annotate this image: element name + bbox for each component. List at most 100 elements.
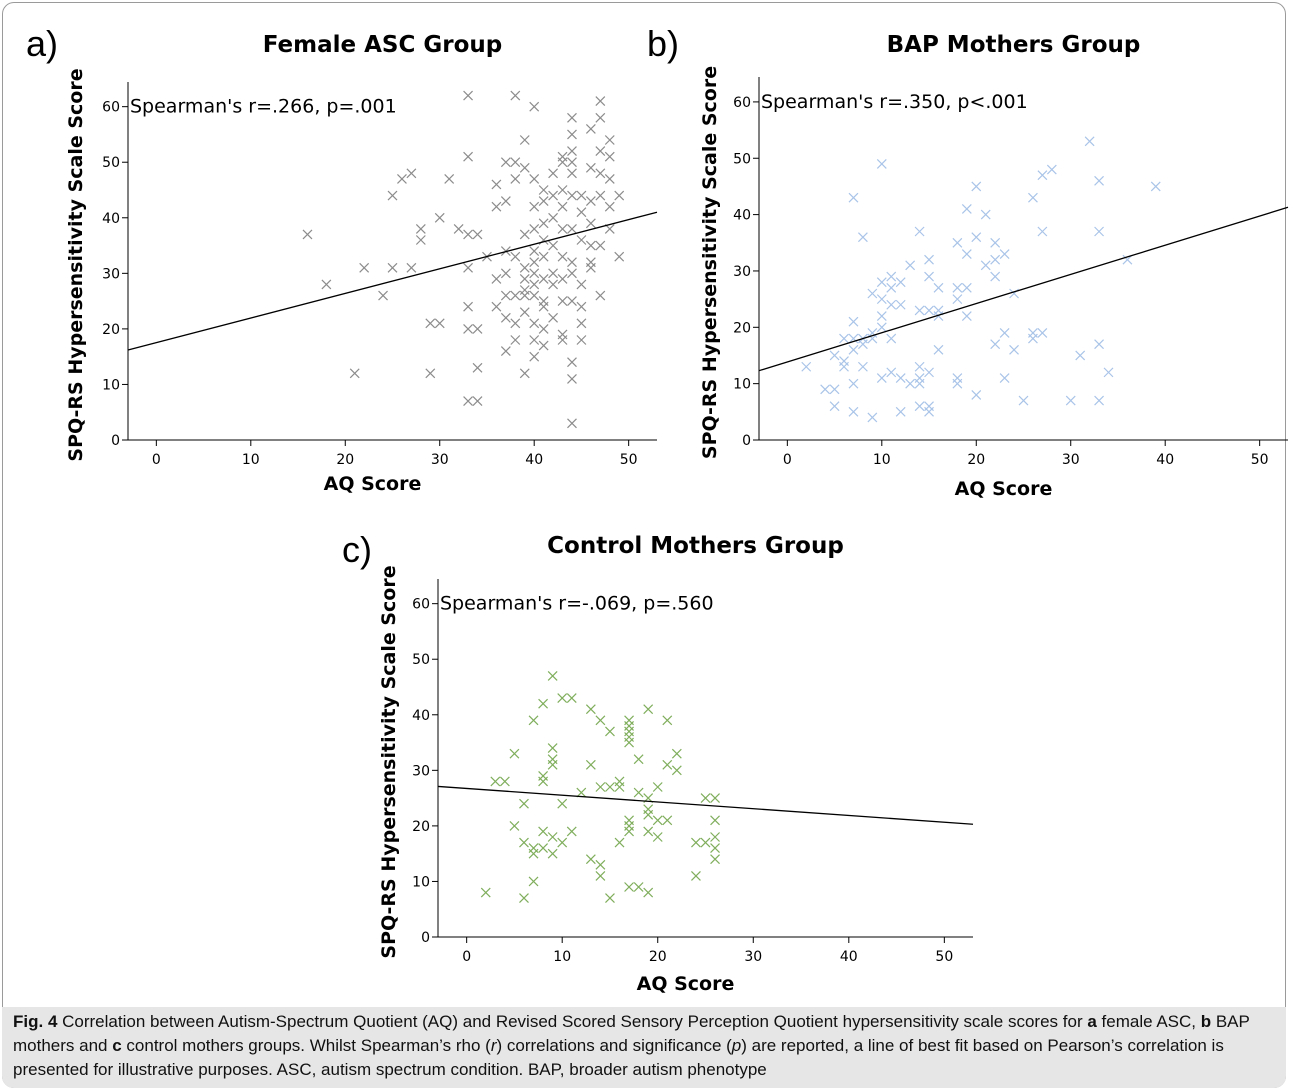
data-point: [652, 832, 663, 842]
data-point: [538, 196, 549, 207]
data-point: [548, 240, 559, 251]
data-point: [633, 787, 644, 798]
data-point: [567, 168, 577, 179]
data-point: [876, 311, 887, 321]
data-point: [576, 335, 587, 345]
data-point: [500, 157, 511, 168]
data-point: [463, 151, 473, 162]
data-point: [876, 158, 887, 169]
data-point: [528, 876, 539, 887]
x-tick-label: 40: [840, 949, 858, 965]
x-tick-label: 20: [336, 452, 354, 468]
data-point: [425, 318, 436, 329]
data-point: [576, 235, 587, 245]
y-tick-label: 0: [421, 930, 430, 946]
panel-b: b) 0 10 20 30 40 50 60 0 10 20 30 40 50 BAP Mothers G…: [640, 0, 1290, 505]
data-point: [1028, 192, 1038, 203]
data-point: [548, 212, 559, 223]
data-point: [528, 848, 539, 859]
data-point: [509, 748, 520, 759]
data-point: [595, 190, 606, 201]
data-point: [576, 207, 587, 218]
data-point: [643, 809, 654, 820]
data-point: [700, 837, 711, 848]
chart-a: 0 10 20 30 40 50 60 0 10 20 30 40 50 Female ASC Group…: [65, 32, 658, 495]
data-point: [1028, 328, 1038, 338]
y-tick-label: 60: [733, 95, 751, 111]
data-point: [567, 357, 577, 368]
data-point: [406, 168, 417, 179]
data-point: [444, 173, 455, 184]
caption-background: [2, 1007, 1286, 1088]
data-point: [1046, 164, 1057, 175]
data-point: [463, 90, 473, 101]
data-point: [604, 173, 615, 184]
data-point: [895, 406, 906, 417]
data-point: [510, 251, 521, 262]
data-point: [567, 373, 577, 384]
data-point: [990, 254, 1001, 265]
data-point: [662, 715, 673, 726]
data-point: [710, 854, 720, 865]
data-point: [848, 316, 859, 327]
data-point: [538, 251, 549, 262]
data-point: [624, 882, 634, 892]
data-point: [829, 350, 840, 361]
data-point: [547, 759, 558, 770]
data-point: [595, 870, 606, 881]
data-point: [643, 826, 654, 837]
data-point: [710, 843, 720, 854]
data-point: [924, 367, 934, 378]
data-point: [971, 232, 982, 243]
data-point: [876, 294, 887, 305]
data-point: [961, 249, 972, 259]
data-point: [453, 223, 464, 234]
data-point: [652, 815, 663, 826]
data-point: [961, 311, 972, 321]
data-point: [671, 765, 682, 776]
y-tick-label: 0: [111, 433, 120, 449]
data-point: [914, 361, 925, 372]
data-point: [576, 190, 587, 201]
data-point: [848, 344, 859, 355]
data-point: [886, 282, 897, 293]
data-point: [548, 279, 559, 290]
data-point: [538, 843, 549, 854]
data-point: [605, 726, 615, 737]
data-point: [990, 271, 1001, 282]
y-tick-label: 60: [412, 597, 430, 613]
x-tick-label: 40: [1156, 452, 1174, 468]
data-point: [820, 384, 831, 395]
fit-line: [758, 206, 1289, 372]
data-point: [857, 232, 868, 243]
data-point: [567, 223, 577, 234]
data-point: [576, 301, 587, 312]
y-tick-label: 30: [733, 264, 751, 280]
data-point: [1075, 350, 1086, 361]
data-point: [595, 290, 606, 301]
data-point: [585, 196, 596, 207]
data-point: [971, 181, 982, 192]
x-tick-label: 10: [242, 452, 260, 468]
data-point: [990, 339, 1001, 350]
data-point: [604, 135, 615, 145]
panel-label: a): [26, 23, 59, 64]
data-point: [500, 312, 511, 323]
data-point: [538, 301, 549, 312]
data-point: [839, 333, 849, 344]
chart-b: 0 10 20 30 40 50 60 0 10 20 30 40 50 BAP Mothers Grou…: [699, 32, 1289, 500]
data-point: [387, 262, 398, 273]
data-point: [547, 670, 558, 681]
y-tick-label: 30: [102, 266, 120, 282]
data-point: [349, 368, 360, 379]
data-point: [1094, 175, 1104, 186]
x-tick-label: 0: [462, 949, 471, 965]
data-point: [662, 759, 673, 770]
data-point: [567, 112, 577, 123]
data-point: [567, 190, 577, 201]
data-point: [633, 754, 644, 765]
data-point: [529, 223, 540, 234]
data-point: [538, 273, 549, 284]
data-point: [700, 793, 711, 804]
data-point: [952, 237, 963, 248]
